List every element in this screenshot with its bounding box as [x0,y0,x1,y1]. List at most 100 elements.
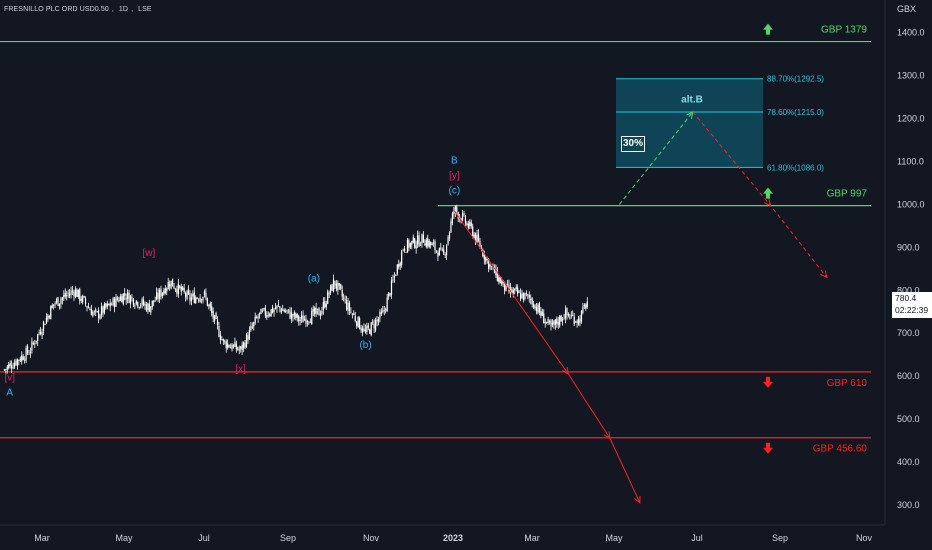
candle-body [366,326,368,332]
candle-body [490,266,493,268]
candle-body [570,315,572,317]
candle-body [154,300,156,302]
candle-body [464,216,467,224]
candle-body [315,307,317,315]
candle-body [183,288,185,293]
candle-body [486,259,488,261]
y-tick-label: 1000.0 [897,199,925,209]
candle-body [386,297,388,312]
candle-body [131,297,133,299]
candle-body [256,317,258,319]
candle-body [577,318,580,325]
symbol-sep: , [131,6,134,13]
candle-body [277,304,280,306]
candle-body [196,298,198,300]
candle-body [582,306,584,313]
candle-body [82,296,84,303]
candle-body [345,299,348,310]
candle-body [511,288,513,294]
candle-body [454,206,456,212]
arrow-up-icon [763,23,773,35]
candle-body [361,328,364,333]
candle-body [531,297,533,305]
candle-body [47,315,49,320]
candle-body [564,309,567,319]
candle-body [431,243,433,246]
wave-label: [w] [143,248,156,259]
candle-body [348,302,351,311]
candle-body [71,290,74,292]
candle-body [225,341,227,348]
candle-body [332,279,335,292]
candle-body [203,291,206,295]
candle-body [482,250,484,257]
candle-body [90,309,92,316]
candle-body [40,331,42,334]
candle-body [287,309,290,311]
candle-body [135,300,137,304]
candle-body [200,299,203,301]
candle-body [440,247,442,249]
candle-body [550,320,552,327]
candle-body [211,306,213,313]
candle-body [525,293,527,295]
candle-body [54,303,56,304]
candle-body [198,299,200,301]
candle-body [234,341,236,347]
candle-body [483,254,485,260]
candle-body [148,303,150,312]
candle-body [538,303,541,313]
candle-body [244,343,246,348]
y-tick-label: 500.0 [897,414,920,424]
candle-body [53,304,55,306]
candle-body [212,311,214,319]
candle-body [103,303,106,313]
candle-body [373,323,375,329]
candle-body [337,282,339,291]
candle-body [430,241,432,246]
candle-body [144,304,146,306]
candle-body [489,264,491,268]
candle-body [504,281,506,291]
candle-body [392,279,394,281]
x-tick-label: Jul [198,533,210,543]
candle-body [380,312,382,314]
candle-body [406,239,409,252]
candle-body [216,319,219,325]
candle-body [428,240,430,247]
candle-body [321,310,323,315]
candle-body [448,231,451,239]
candle-body [299,319,301,321]
candle-body [395,275,397,277]
candle-body [541,311,543,316]
candle-body [253,322,255,327]
candle-body [3,369,5,371]
candle-body [295,313,297,319]
x-tick-label: May [115,533,133,543]
candle-body [385,309,387,311]
candle-body [64,292,66,297]
candle-body [451,213,454,224]
arrow-down-icon [763,442,773,454]
candle-body [251,326,253,328]
candle-body [543,313,545,324]
candle-body [477,233,480,242]
candle-body [222,339,224,341]
candle-body [264,307,266,316]
wave-label: (c) [449,186,461,197]
candle-body [383,309,385,311]
candle-body [408,240,410,248]
candle-body [412,237,414,243]
candle-body [263,308,265,310]
candle-body [177,283,179,295]
arrow-down-icon [763,376,773,388]
candle-body [331,284,333,291]
candle-body [369,329,371,334]
candle-body [179,285,181,288]
candle-body [153,300,155,303]
candle-body [115,296,117,307]
candle-body [45,317,48,324]
candle-body [509,287,512,293]
candle-body [137,302,139,307]
